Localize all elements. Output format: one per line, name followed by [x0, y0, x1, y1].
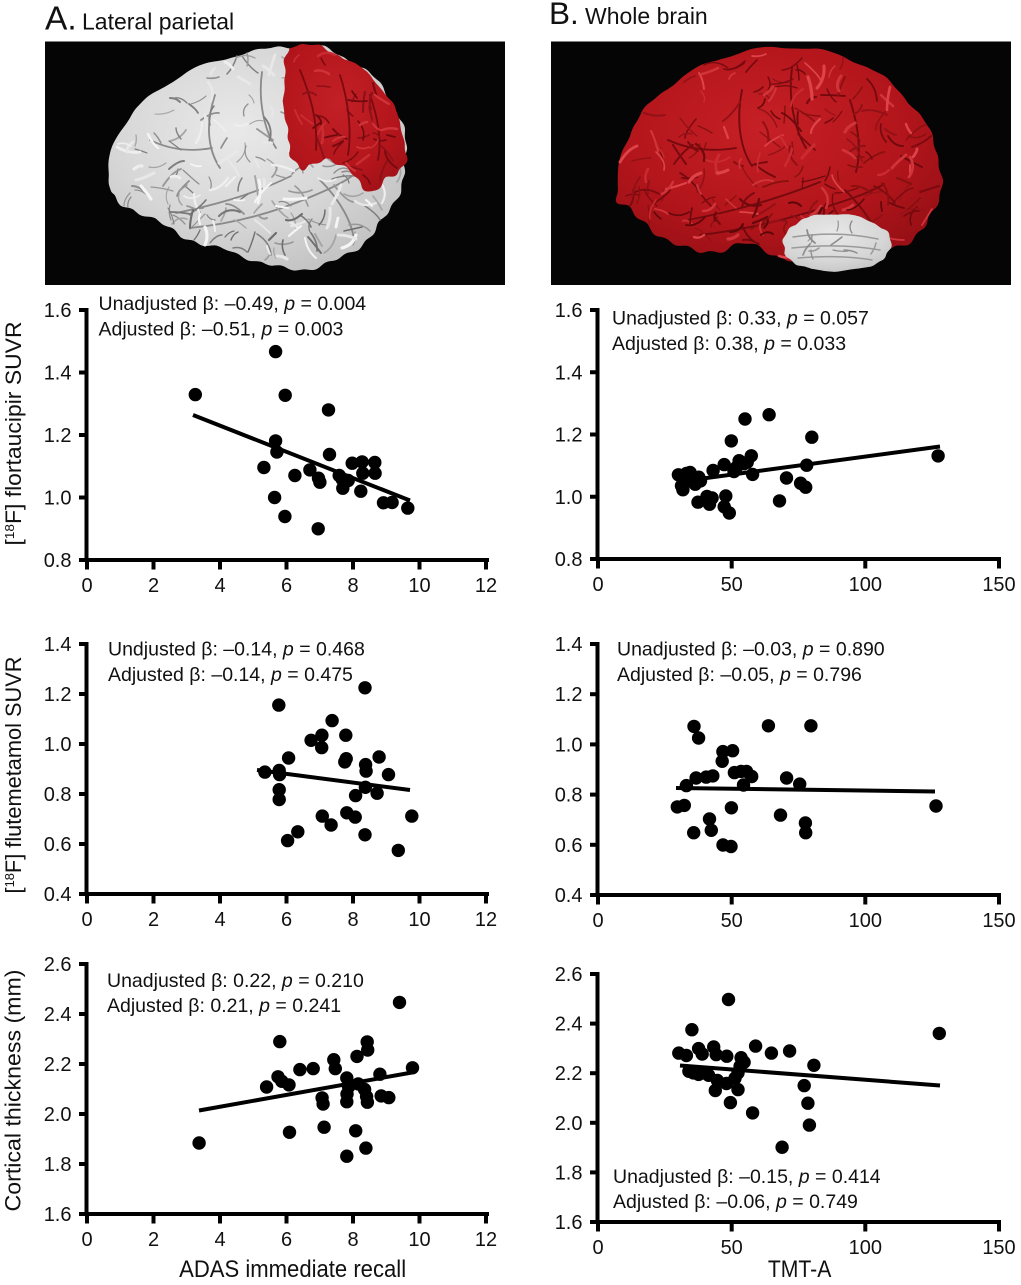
svg-text:150: 150	[982, 1237, 1015, 1259]
svg-text:ADAS immediate recall: ADAS immediate recall	[179, 1256, 406, 1280]
svg-text:12: 12	[475, 575, 497, 597]
svg-text:1.6: 1.6	[555, 300, 583, 322]
svg-text:0.8: 0.8	[44, 550, 72, 572]
svg-text:1.0: 1.0	[555, 487, 583, 509]
svg-text:8: 8	[347, 909, 358, 931]
svg-text:150: 150	[982, 574, 1015, 596]
svg-text:2.0: 2.0	[555, 1113, 583, 1135]
svg-text:1.4: 1.4	[44, 634, 72, 656]
svg-text:2.0: 2.0	[44, 1104, 72, 1126]
svg-text:1.2: 1.2	[555, 684, 583, 706]
svg-text:1.4: 1.4	[555, 362, 583, 384]
svg-text:1.4: 1.4	[555, 634, 583, 656]
svg-text:2.6: 2.6	[555, 964, 583, 986]
svg-text:1.6: 1.6	[44, 300, 72, 322]
svg-text:0: 0	[81, 575, 92, 597]
svg-text:1.0: 1.0	[44, 734, 72, 756]
svg-text:1.8: 1.8	[555, 1162, 583, 1184]
svg-text:100: 100	[849, 1237, 882, 1259]
svg-text:Adjusted β: –0.06, p = 0.749: Adjusted β: –0.06, p = 0.749	[613, 1191, 858, 1213]
svg-text:0: 0	[81, 1229, 92, 1251]
svg-text:2.2: 2.2	[44, 1054, 72, 1076]
svg-text:6: 6	[281, 575, 292, 597]
svg-text:0.4: 0.4	[44, 884, 72, 906]
svg-text:1.4: 1.4	[44, 363, 72, 385]
svg-text:Unadjusted β: –0.49, p = 0.004: Unadjusted β: –0.49, p = 0.004	[99, 293, 367, 315]
svg-text:50: 50	[721, 574, 743, 596]
svg-text:4: 4	[214, 1229, 225, 1251]
svg-text:4: 4	[214, 575, 225, 597]
svg-text:2.4: 2.4	[555, 1014, 583, 1036]
svg-text:10: 10	[408, 1229, 430, 1251]
svg-text:Unadjusted β: –0.15, p = 0.414: Unadjusted β: –0.15, p = 0.414	[613, 1166, 881, 1188]
svg-text:1.0: 1.0	[44, 488, 72, 510]
svg-text:A.: A.	[45, 1, 77, 38]
svg-text:Adjusted β: 0.21, p = 0.241: Adjusted β: 0.21, p = 0.241	[107, 995, 341, 1017]
svg-text:2.2: 2.2	[555, 1063, 583, 1085]
svg-text:[18F] flutemetamol SUVR: [18F] flutemetamol SUVR	[1, 657, 26, 894]
svg-text:1.6: 1.6	[44, 1204, 72, 1226]
svg-text:1.2: 1.2	[555, 425, 583, 447]
svg-text:12: 12	[475, 909, 497, 931]
svg-text:1.2: 1.2	[44, 684, 72, 706]
svg-text:Adjusted β: 0.38, p = 0.033: Adjusted β: 0.38, p = 0.033	[612, 333, 846, 355]
svg-text:12: 12	[475, 1229, 497, 1251]
svg-text:0: 0	[81, 909, 92, 931]
svg-text:1.6: 1.6	[555, 1212, 583, 1234]
svg-text:2: 2	[148, 575, 159, 597]
svg-text:0.4: 0.4	[555, 885, 583, 907]
svg-text:Unadjusted β: 0.22, p = 0.210: Unadjusted β: 0.22, p = 0.210	[107, 970, 364, 992]
svg-text:50: 50	[721, 910, 743, 932]
svg-text:4: 4	[214, 909, 225, 931]
svg-text:0.8: 0.8	[44, 784, 72, 806]
svg-text:2.6: 2.6	[44, 954, 72, 976]
svg-text:Lateral parietal: Lateral parietal	[82, 9, 234, 35]
svg-text:2: 2	[148, 1229, 159, 1251]
svg-text:10: 10	[408, 909, 430, 931]
svg-text:2.4: 2.4	[44, 1004, 72, 1026]
svg-text:0.8: 0.8	[555, 785, 583, 807]
svg-text:6: 6	[281, 1229, 292, 1251]
svg-text:Cortical thickness (mm): Cortical thickness (mm)	[1, 970, 26, 1212]
svg-text:1.0: 1.0	[555, 734, 583, 756]
svg-text:Adjusted β: –0.51, p = 0.003: Adjusted β: –0.51, p = 0.003	[99, 319, 344, 341]
svg-text:8: 8	[347, 1229, 358, 1251]
svg-text:0: 0	[592, 910, 603, 932]
svg-text:0: 0	[592, 574, 603, 596]
svg-text:100: 100	[849, 910, 882, 932]
svg-text:1.2: 1.2	[44, 425, 72, 447]
svg-text:0: 0	[592, 1237, 603, 1259]
svg-text:150: 150	[982, 910, 1015, 932]
svg-text:10: 10	[408, 575, 430, 597]
svg-text:Undjusted β: –0.14, p = 0.468: Undjusted β: –0.14, p = 0.468	[108, 639, 365, 661]
svg-text:0.6: 0.6	[555, 835, 583, 857]
svg-text:B.: B.	[549, 0, 579, 31]
svg-text:Adjusted β: –0.14, p = 0.475: Adjusted β: –0.14, p = 0.475	[108, 664, 353, 686]
svg-text:0.8: 0.8	[555, 549, 583, 571]
svg-text:TMT-A: TMT-A	[768, 1256, 832, 1280]
svg-text:6: 6	[281, 909, 292, 931]
svg-text:8: 8	[347, 575, 358, 597]
svg-text:1.8: 1.8	[44, 1154, 72, 1176]
svg-text:Unadjusted β: 0.33, p = 0.057: Unadjusted β: 0.33, p = 0.057	[612, 308, 869, 330]
svg-text:2: 2	[148, 909, 159, 931]
svg-text:[18F] flortaucipir SUVR: [18F] flortaucipir SUVR	[1, 322, 26, 546]
svg-text:100: 100	[849, 574, 882, 596]
svg-text:Unadjusted β: –0.03, p = 0.890: Unadjusted β: –0.03, p = 0.890	[617, 639, 885, 661]
svg-text:Whole brain: Whole brain	[585, 3, 708, 29]
svg-text:Adjusted β: –0.05, p = 0.796: Adjusted β: –0.05, p = 0.796	[617, 664, 862, 686]
svg-text:50: 50	[721, 1237, 743, 1259]
svg-text:0.6: 0.6	[44, 834, 72, 856]
